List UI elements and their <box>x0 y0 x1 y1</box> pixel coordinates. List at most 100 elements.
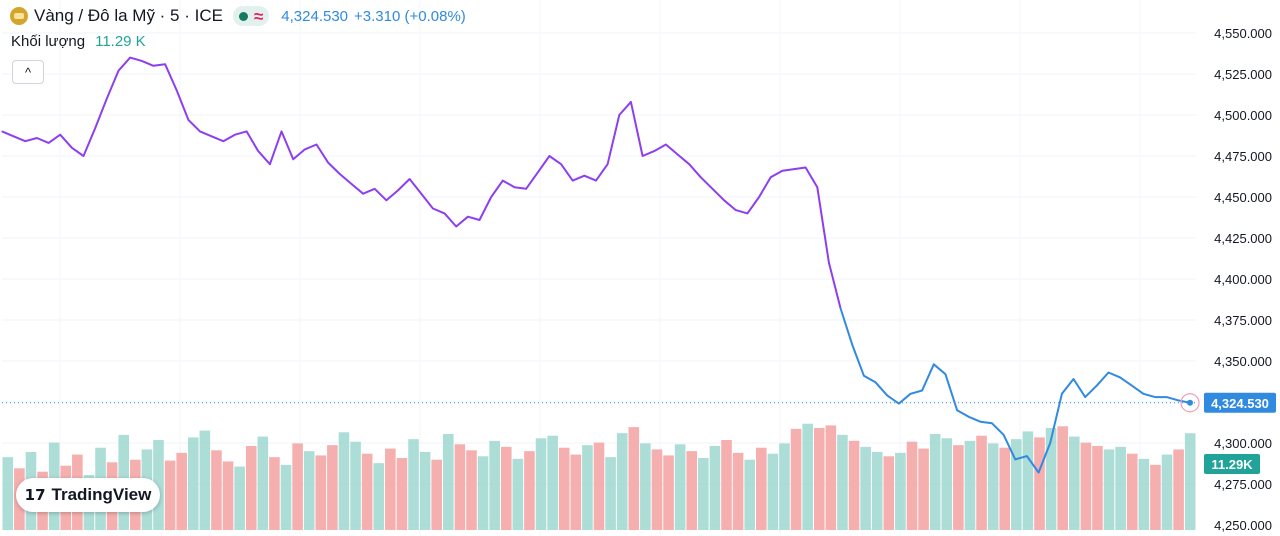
price-point <box>490 196 492 198</box>
price-point <box>758 196 760 198</box>
price-point <box>1084 396 1086 398</box>
last-price: 4,324.530 <box>281 7 349 25</box>
volume-bar <box>686 451 698 530</box>
price-point <box>956 409 958 411</box>
volume-bar <box>987 443 999 530</box>
price-point <box>13 135 15 137</box>
volume-bar <box>1173 449 1184 530</box>
y-tick-label: 4,350.000 <box>1214 354 1272 369</box>
volume-bar <box>396 458 408 530</box>
volume-bar <box>466 450 477 530</box>
volume-bar <box>269 457 280 530</box>
y-tick-label: 4,275.000 <box>1214 477 1272 492</box>
price-point <box>502 180 504 182</box>
price-point <box>607 163 609 165</box>
volume-value: 11.29 K <box>95 33 146 50</box>
price-point <box>222 140 224 142</box>
volume-bars <box>2 423 1196 530</box>
price-point <box>350 183 353 185</box>
volume-bar <box>918 448 929 530</box>
y-tick-label: 4,375.000 <box>1214 313 1272 328</box>
volume-bar <box>361 453 373 530</box>
price-point <box>560 163 562 165</box>
price-point <box>886 394 888 397</box>
volume-bar <box>1092 446 1103 530</box>
volume-bar <box>176 452 187 530</box>
volume-bar <box>454 444 466 530</box>
collapse-legend-button[interactable]: ^ <box>12 60 44 84</box>
price-line <box>1 56 1200 474</box>
price-point <box>245 130 248 132</box>
price-point <box>397 189 399 192</box>
symbol-legend: Vàng / Đô la Mỹ · 5 · ICE ≈ 4,324.530 +3… <box>10 5 466 27</box>
price-point <box>304 148 306 151</box>
volume-bar <box>303 451 315 530</box>
price-point <box>164 63 166 65</box>
volume-bar <box>1080 442 1092 530</box>
volume-bar <box>385 448 396 530</box>
price-point <box>921 389 923 392</box>
volume-bar <box>1184 433 1196 530</box>
symbol-title[interactable]: Vàng / Đô la Mỹ · 5 · ICE <box>34 6 223 25</box>
wave-icon: ≈ <box>253 6 264 26</box>
price-point <box>665 143 667 146</box>
volume-bar <box>477 456 489 530</box>
volume-bar <box>280 464 292 530</box>
price-point <box>455 225 457 228</box>
price-point <box>851 344 853 346</box>
price-point <box>595 180 597 182</box>
price-point <box>280 130 283 132</box>
price-point <box>1131 385 1133 387</box>
price-point <box>47 142 50 144</box>
price-point <box>432 207 434 210</box>
market-status-pill[interactable]: ≈ <box>232 6 270 26</box>
volume-bar <box>964 440 976 530</box>
volume-tag <box>1204 454 1260 474</box>
volume-bar <box>245 446 257 530</box>
volume-bar <box>234 466 245 530</box>
price-point <box>71 147 73 149</box>
volume-bar <box>848 440 860 530</box>
volume-bar <box>709 446 721 530</box>
price-point <box>409 178 411 180</box>
tradingview-mark-icon: 17 <box>24 486 46 504</box>
volume-bar <box>1103 449 1115 530</box>
volume-bar <box>153 440 164 530</box>
volume-bar <box>431 459 443 530</box>
volume-bar <box>616 433 628 530</box>
volume-bar <box>825 425 837 530</box>
volume-bar <box>500 446 512 530</box>
volume-bar <box>164 460 176 530</box>
volume-bar <box>929 434 941 530</box>
volume-bar <box>582 445 593 530</box>
price-point <box>1003 434 1005 436</box>
volume-bar <box>906 441 918 530</box>
volume-bar <box>1138 458 1150 530</box>
price-point <box>1166 396 1168 398</box>
price-point <box>723 199 725 201</box>
axis-tags: 4,324.530 11.29K <box>1204 392 1276 474</box>
volume-bar <box>211 450 222 530</box>
volume-bar <box>895 452 906 530</box>
price-point <box>641 155 644 157</box>
volume-bar <box>570 454 582 530</box>
volume-bar <box>524 451 535 530</box>
price-point <box>630 101 632 103</box>
price-point <box>36 137 38 139</box>
y-tick-label: 4,400.000 <box>1214 272 1272 287</box>
volume-bar <box>674 444 686 530</box>
price-point <box>839 307 842 310</box>
price-point <box>735 209 737 211</box>
price-point <box>362 193 364 195</box>
volume-bar <box>883 456 895 530</box>
price-point <box>1061 393 1063 395</box>
price-point <box>1142 393 1145 395</box>
y-tick-label: 4,550.000 <box>1214 26 1272 41</box>
volume-bar <box>1045 428 1057 530</box>
y-tick-label: 4,475.000 <box>1214 149 1272 164</box>
volume-bar <box>663 455 674 530</box>
chevron-up-icon: ^ <box>24 64 32 80</box>
price-point <box>548 155 551 157</box>
tradingview-logo[interactable]: 17 TradingView <box>16 478 160 512</box>
